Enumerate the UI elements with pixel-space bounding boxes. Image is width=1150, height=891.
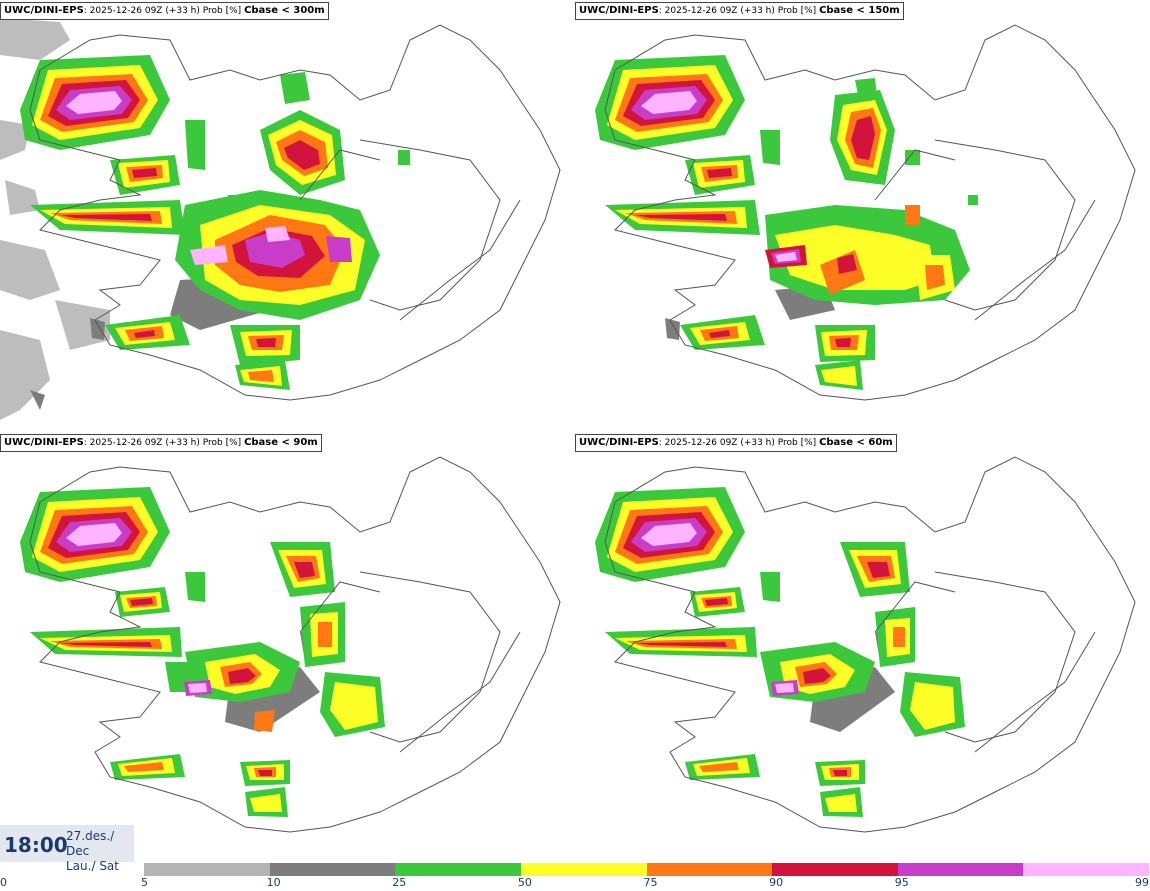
legend-tick-label: 95 [894, 876, 909, 889]
legend-tick-label: 50 [517, 876, 532, 889]
legend-swatch [1023, 863, 1149, 876]
map-panel-60m: UWC/DINI-EPS: 2025-12-26 09Z (+33 h) Pro… [575, 432, 1150, 864]
valid-date: 27.des./ Dec Lau./ Sat [66, 829, 134, 874]
legend-tick-label: 0 [0, 876, 7, 889]
map-panel-90m: UWC/DINI-EPS: 2025-12-26 09Z (+33 h) Pro… [0, 432, 575, 864]
panel-title: UWC/DINI-EPS: 2025-12-26 09Z (+33 h) Pro… [0, 2, 329, 20]
valid-date-line1: 27.des./ Dec [66, 829, 115, 858]
map-panel-300m: UWC/DINI-EPS: 2025-12-26 09Z (+33 h) Pro… [0, 0, 575, 432]
probability-map [595, 24, 1136, 401]
legend-tick-label: 90 [769, 876, 784, 889]
legend-swatch [646, 863, 773, 876]
legend-tick-label: 25 [392, 876, 407, 889]
valid-time-box: 18:00 27.des./ Dec Lau./ Sat [0, 825, 134, 873]
panel-title: UWC/DINI-EPS: 2025-12-26 09Z (+33 h) Pro… [0, 434, 322, 452]
legend-swatch [269, 863, 396, 876]
valid-time: 18:00 [4, 833, 68, 857]
probability-map [0, 18, 561, 420]
legend-swatch [772, 863, 898, 876]
legend-tick-label: 99 [1135, 876, 1149, 889]
legend-swatch [520, 863, 647, 876]
valid-date-line2: Lau./ Sat [66, 859, 119, 873]
legend-swatch [144, 863, 270, 876]
legend-tick-label: 10 [266, 876, 281, 889]
probability-map [20, 456, 561, 833]
legend-tick-label: 75 [643, 876, 658, 889]
probability-map [595, 456, 1136, 833]
panel-title: UWC/DINI-EPS: 2025-12-26 09Z (+33 h) Pro… [575, 434, 897, 452]
legend-swatch [395, 863, 521, 876]
map-panel-150m: UWC/DINI-EPS: 2025-12-26 09Z (+33 h) Pro… [575, 0, 1150, 432]
panel-title: UWC/DINI-EPS: 2025-12-26 09Z (+33 h) Pro… [575, 2, 904, 20]
legend-swatch [897, 863, 1024, 876]
legend-tick-label: 5 [141, 876, 148, 889]
